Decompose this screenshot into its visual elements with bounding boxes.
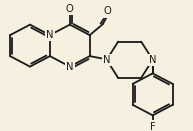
Text: O: O [66,4,74,14]
Text: O: O [104,6,112,16]
Text: N: N [66,62,74,72]
Text: N: N [46,30,54,40]
Text: N: N [103,55,110,65]
Text: N: N [149,55,156,65]
Text: F: F [150,122,156,131]
